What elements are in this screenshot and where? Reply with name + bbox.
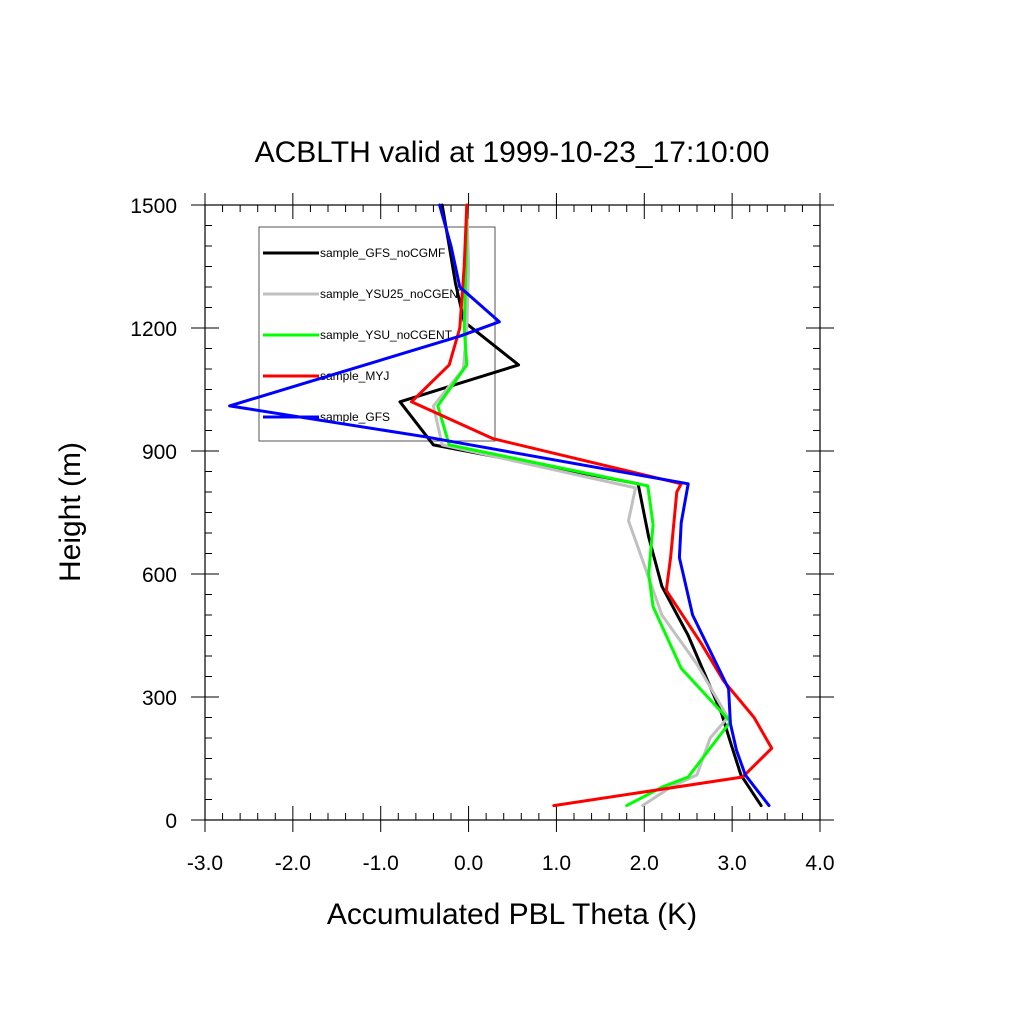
x-tick-label: -3.0	[187, 852, 223, 875]
y-tick-label: 900	[142, 441, 177, 464]
plot-frame	[204, 204, 821, 821]
chart-title: ACBLTH valid at 1999-10-23_17:10:00	[255, 136, 770, 169]
y-tick-label: 1200	[130, 318, 177, 341]
legend-box	[258, 226, 496, 442]
y-axis-label: Height (m)	[54, 442, 87, 582]
x-tick-label: -1.0	[363, 852, 399, 875]
plot-area: -3.0 -2.0 -1.0 0.0 1.0 2.0 3.0 4.0 0 300 600 900 120…	[130, 193, 835, 875]
series-line	[410, 203, 774, 808]
x-tick-label: 2.0	[630, 852, 659, 875]
legend-label: sample_YSU_noCGENT	[320, 328, 453, 342]
x-axis-label: Accumulated PBL Theta (K)	[327, 898, 697, 931]
x-tick-label: 0.0	[454, 852, 483, 875]
legend-label: sample_YSU25_noCGENT	[320, 287, 466, 301]
y-tick-label: 300	[142, 687, 177, 710]
y-tick-label: 1500	[130, 195, 177, 218]
x-tick-label: 3.0	[718, 852, 747, 875]
series-line	[228, 203, 771, 808]
y-tick-label: 600	[142, 564, 177, 587]
series-line	[436, 203, 732, 808]
x-tick-label: 4.0	[805, 852, 834, 875]
legend-label: sample_GFS_noCGMF	[320, 246, 445, 260]
y-tick-label: 0	[165, 810, 177, 833]
x-tick-label: -2.0	[275, 852, 311, 875]
x-tick-label: 1.0	[542, 852, 571, 875]
legend-label: sample_GFS	[320, 410, 390, 424]
